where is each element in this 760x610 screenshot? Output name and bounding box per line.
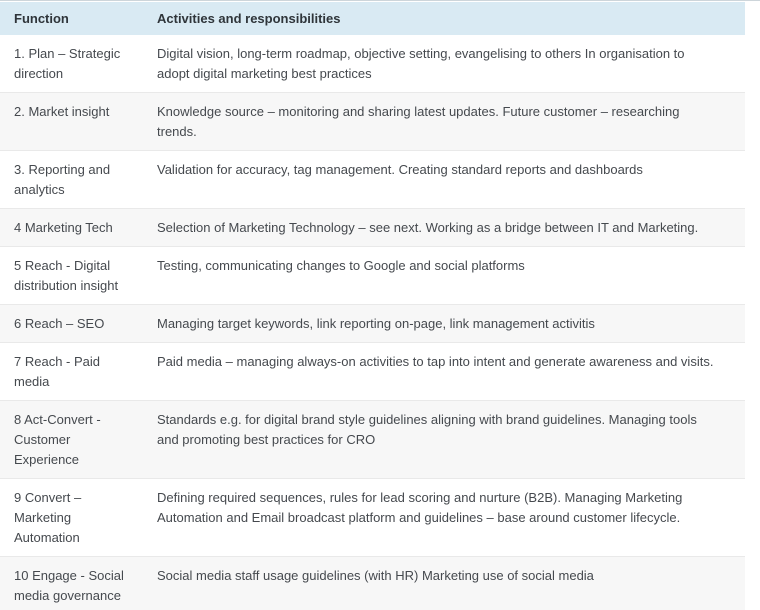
function-cell: 5 Reach - Digital distribution insight (14, 258, 119, 293)
activities-cell: Managing target keywords, link reporting… (157, 316, 595, 331)
table-row: 9 Convert – Marketing Automation Defining… (0, 478, 745, 556)
table-row: 8 Act-Convert - Customer Experience Stand… (0, 400, 745, 478)
activities-cell: Paid media – managing always-on activiti… (157, 354, 714, 369)
function-cell: 7 Reach - Paid media (14, 354, 100, 389)
function-cell: 6 Reach – SEO (14, 316, 105, 331)
table-row: 1. Plan – Strategic direction Digital vis… (0, 35, 745, 92)
table-body: 1. Plan – Strategic direction Digital vis… (0, 35, 745, 610)
table-row: 10 Engage - Social media governance Socia… (0, 556, 745, 610)
top-divider (0, 0, 760, 1)
function-cell: 9 Convert – Marketing Automation (14, 490, 82, 545)
function-cell: 3. Reporting and analytics (14, 162, 111, 197)
activities-cell: Selection of Marketing Technology – see … (157, 220, 699, 235)
table-row: 4 Marketing Tech Selection of Marketing T… (0, 208, 745, 246)
activities-cell: Standards e.g. for digital brand style g… (157, 412, 697, 447)
function-cell: 2. Market insight (14, 104, 110, 119)
column-header-function: Function (14, 11, 69, 26)
activities-cell: Knowledge source – monitoring and sharin… (157, 104, 680, 139)
function-cell: 10 Engage - Social media governance (14, 568, 124, 603)
activities-cell: Validation for accuracy, tag management.… (157, 162, 643, 177)
column-header-activities: Activities and responsibilities (157, 11, 341, 26)
table-row: 6 Reach – SEO Managing target keywords, l… (0, 304, 745, 342)
table-row: 3. Reporting and analytics Validation for… (0, 150, 745, 208)
function-cell: 8 Act-Convert - Customer Experience (14, 412, 101, 467)
table-row: 5 Reach - Digital distribution insight Te… (0, 246, 745, 304)
table-row: 7 Reach - Paid media Paid media – managin… (0, 342, 745, 400)
table-row: 2. Market insight Knowledge source – moni… (0, 92, 745, 150)
function-cell: 1. Plan – Strategic direction (14, 46, 121, 81)
functions-table: Function Activities and responsibilities… (0, 2, 745, 610)
activities-cell: Social media staff usage guidelines (wit… (157, 568, 594, 583)
activities-cell: Testing, communicating changes to Google… (157, 258, 525, 273)
function-cell: 4 Marketing Tech (14, 220, 113, 235)
activities-cell: Defining required sequences, rules for l… (157, 490, 683, 525)
table-header-row: Function Activities and responsibilities (0, 2, 745, 35)
activities-cell: Digital vision, long-term roadmap, objec… (157, 46, 685, 81)
